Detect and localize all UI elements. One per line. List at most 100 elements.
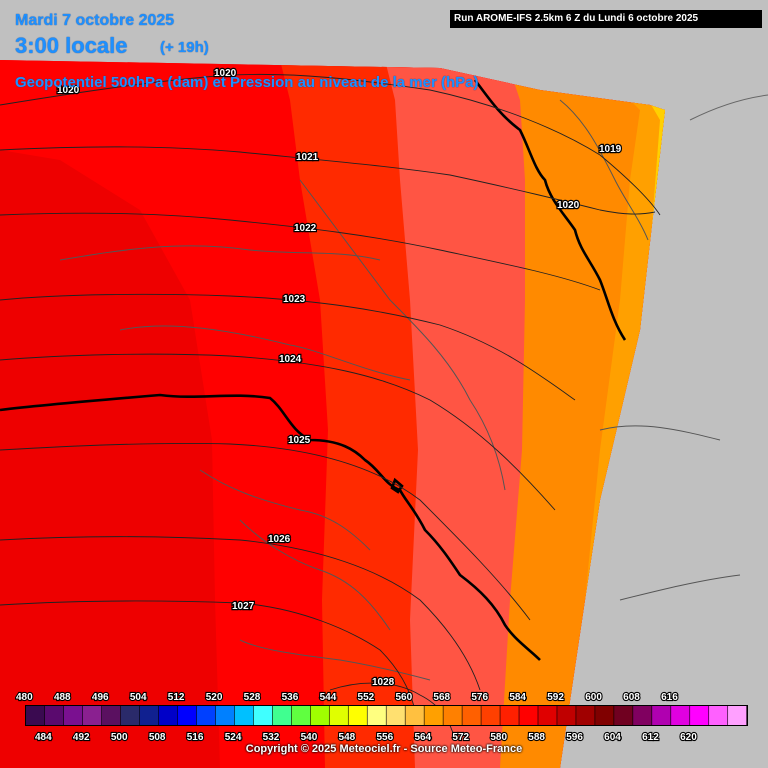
regional-border-3 [299,179,506,491]
scale-label-580: 580 [490,732,507,743]
isobar-label-1020: 1020 [557,200,580,211]
scale-label-544: 544 [320,692,337,703]
scale-swatch-21 [424,706,443,725]
isobar-line-2 [0,212,601,291]
scale-label-548: 548 [339,732,356,743]
scale-swatch-19 [386,706,405,725]
scale-label-572: 572 [452,732,469,743]
scale-swatch-11 [234,706,254,725]
run-info-banner: Run AROME-IFS 2.5km 6 Z du Lundi 6 octob… [450,10,762,28]
scale-label-568: 568 [433,692,450,703]
isobar-line-1 [0,146,656,215]
color-scale-legend: 480 488 496 504 512 520 528 536 544 552 560 568 576 5… [15,691,748,744]
scale-swatch-26 [519,706,538,725]
scale-label-608: 608 [623,692,640,703]
scale-label-556: 556 [377,732,394,743]
scale-label-488: 488 [54,692,71,703]
scale-swatch-17 [348,706,367,725]
isobar-label-1026: 1026 [268,534,291,545]
regional-border-8 [599,425,721,441]
scale-label-508: 508 [149,732,166,743]
scale-label-584: 584 [509,692,526,703]
scale-label-592: 592 [547,692,564,703]
scale-label-484: 484 [35,732,52,743]
scale-label-596: 596 [566,732,583,743]
isobar-label-1020: 1020 [57,85,80,96]
scale-swatch-28 [557,706,576,725]
scale-swatch-36 [709,706,728,725]
isobar-label-1023: 1023 [283,294,306,305]
scale-label-524: 524 [225,732,242,743]
scale-swatch-2 [63,706,83,725]
regional-border-4 [199,469,371,551]
regional-border-1 [119,325,411,381]
scale-label-616: 616 [661,692,678,703]
scale-label-500: 500 [111,732,128,743]
map-subtitle: Geopotentiel 500hPa (dam) et Pression au… [15,74,479,91]
national-border-2 [390,477,404,494]
scale-label-588: 588 [528,732,545,743]
scale-label-560: 560 [395,692,412,703]
scale-label-620: 620 [680,732,697,743]
scale-label-552: 552 [358,692,375,703]
regional-border-5 [559,99,649,241]
scale-label-532: 532 [263,732,280,743]
scale-swatch-24 [481,706,500,725]
isobar-label-1021: 1021 [296,152,319,163]
scale-swatch-14 [291,706,311,725]
scale-swatch-30 [595,706,614,725]
scale-label-540: 540 [301,732,318,743]
scale-swatch-3 [82,706,102,725]
isobar-label-1024: 1024 [279,354,302,365]
scale-swatch-16 [329,706,348,725]
copyright-notice: Copyright © 2025 Meteociel.fr - Source M… [245,743,523,755]
isobar-label-1028: 1028 [372,677,395,688]
scale-label-576: 576 [471,692,488,703]
scale-swatch-33 [652,706,671,725]
scale-swatch-29 [576,706,595,725]
scale-label-604: 604 [604,732,621,743]
outside-border [689,94,768,121]
scale-label-520: 520 [206,692,223,703]
national-border-0 [0,393,541,661]
regional-border-2 [239,519,391,631]
scale-label-600: 600 [585,692,602,703]
scale-swatch-25 [500,706,519,725]
scale-swatch-35 [690,706,709,725]
isobar-labels: 1020 1021 1022 1023 1024 1025 1026 1027 1028 1019… [56,67,623,690]
country-borders [0,79,768,681]
scale-swatch-31 [614,706,633,725]
scale-swatch-7 [158,706,178,725]
scale-label-536: 536 [282,692,299,703]
regional-border-6 [239,639,431,681]
scale-label-496: 496 [92,692,109,703]
isobar-label-1025: 1025 [288,435,311,446]
scale-swatch-37 [728,706,747,725]
scale-swatch-20 [405,706,424,725]
scale-swatch-5 [120,706,140,725]
isobar-label-1020: 1020 [214,68,237,79]
isobar-line-3 [0,293,576,401]
scale-swatch-0 [26,706,45,725]
isobar-line-6 [0,536,481,691]
scale-swatch-1 [44,706,64,725]
scale-swatch-13 [272,706,292,725]
scale-swatch-9 [196,706,216,725]
scale-label-480: 480 [16,692,33,703]
scale-label-516: 516 [187,732,204,743]
isobar-label-1027: 1027 [232,601,255,612]
scale-swatch-32 [633,706,652,725]
isobar-line-4 [0,353,556,511]
scale-swatch-10 [215,706,235,725]
isobar-line-0 [0,73,661,216]
scale-swatch-18 [367,706,386,725]
scale-label-492: 492 [73,732,90,743]
scale-label-528: 528 [244,692,261,703]
scale-label-512: 512 [168,692,185,703]
national-border-1 [473,79,627,341]
forecast-offset: (+ 19h) [160,39,209,56]
regional-border-0 [59,245,381,261]
scale-swatch-27 [538,706,557,725]
isobar-line-7 [0,600,416,711]
